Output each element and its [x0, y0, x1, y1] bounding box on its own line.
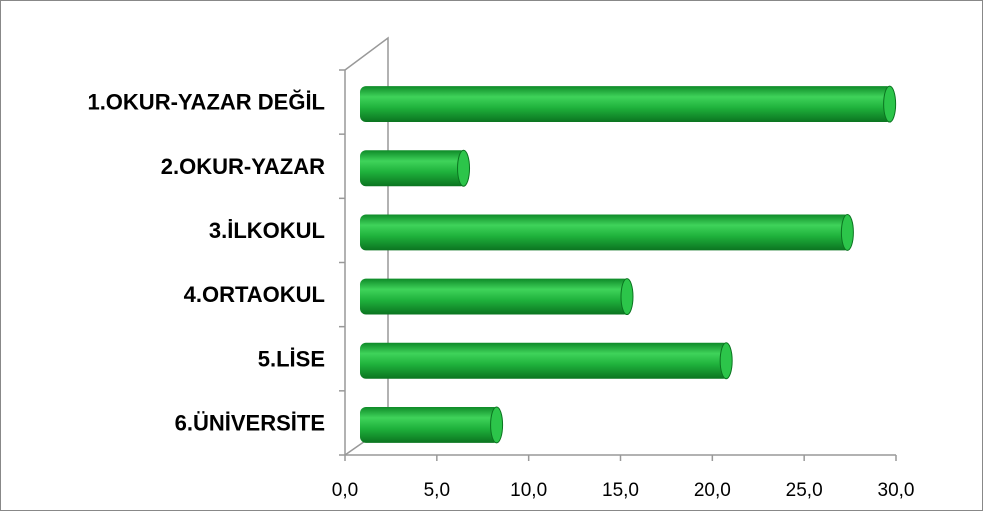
bar-cap	[719, 342, 733, 380]
bar	[360, 406, 500, 443]
bar	[360, 342, 730, 379]
x-tick-label: 20,0	[694, 480, 731, 501]
bar	[360, 150, 467, 187]
bar-cap	[620, 278, 634, 316]
y-tick-label: 4.ORTAOKUL	[184, 282, 325, 307]
bar-cap	[457, 149, 471, 187]
y-tick-label: 2.OKUR-YAZAR	[161, 154, 325, 179]
x-tick-label: 0,0	[332, 480, 358, 501]
x-tick-label: 5,0	[424, 480, 450, 501]
bar-cap	[883, 85, 897, 123]
x-tick-label: 30,0	[878, 480, 915, 501]
bar	[360, 214, 851, 251]
x-tick-label: 10,0	[510, 480, 547, 501]
bar-cap	[840, 213, 854, 251]
y-tick-label: 6.ÜNİVERSİTE	[175, 410, 325, 435]
y-tick-label: 5.LİSE	[258, 346, 325, 371]
y-tick-label: 3.İLKOKUL	[209, 218, 325, 243]
bar-cap	[490, 406, 504, 444]
bar	[360, 278, 630, 315]
x-tick-label: 15,0	[602, 480, 639, 501]
y-tick-label: 1.OKUR-YAZAR DEĞİL	[87, 90, 325, 115]
bar	[360, 86, 893, 123]
x-tick-label: 25,0	[786, 480, 823, 501]
